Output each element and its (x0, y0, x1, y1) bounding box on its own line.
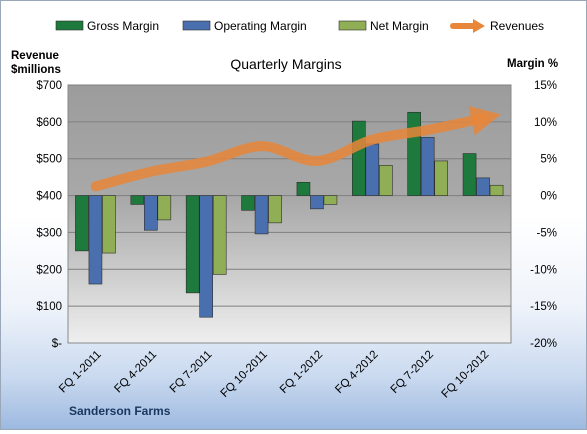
x-tick-label: FQ 1-2011 (57, 349, 104, 396)
bar-gross-margin (75, 195, 89, 252)
left-tick-label: $- (52, 338, 62, 350)
right-axis-title: Margin % (507, 58, 558, 70)
legend-swatch (182, 20, 211, 31)
right-tick-label: 15% (534, 80, 557, 92)
bar-net-margin (268, 195, 282, 224)
right-tick-label: 10% (534, 117, 557, 129)
source-label: Sanderson Farms (69, 404, 171, 418)
x-tick-label: FQ 10-2011 (219, 349, 270, 400)
revenues-line (90, 106, 501, 192)
legend-swatch (55, 20, 84, 31)
bar-operating-margin (365, 143, 380, 196)
right-tick-label: -5% (537, 227, 557, 239)
left-tick-label: $200 (36, 264, 62, 276)
x-tick-label: FQ 7-2011 (168, 349, 215, 396)
bar-operating-margin (254, 195, 269, 235)
left-tick-label: $300 (36, 227, 62, 239)
bar-gross-margin (185, 195, 200, 294)
left-tick-label: $400 (36, 191, 62, 203)
left-axis-title-line2: $millions (11, 64, 61, 76)
bar-net-margin (489, 184, 504, 196)
bar-gross-margin (130, 195, 145, 205)
bar-gross-margin (296, 182, 311, 196)
legend-arrow-icon (473, 19, 485, 33)
legend-label: Net Margin (370, 19, 429, 33)
bar-operating-margin (476, 177, 490, 196)
bar-group (75, 111, 504, 318)
right-axis-ticks: -20% -15% -10% -5% 0% 5% 10% 15% (530, 80, 557, 350)
bar-gross-margin (407, 111, 421, 196)
legend-label: Gross Margin (87, 19, 159, 33)
left-axis-title-line1: Revenue (11, 50, 59, 62)
x-tick-label: FQ 1-2012 (278, 349, 325, 396)
bar-net-margin (379, 165, 393, 196)
bar-operating-margin (88, 195, 103, 285)
x-axis-ticks: FQ 1-2011 FQ 4-2011 FQ 7-2011 FQ 10-2011 FQ … (57, 349, 491, 401)
left-tick-label: $500 (36, 154, 62, 166)
bar-net-margin (157, 195, 172, 221)
right-tick-label: 0% (540, 191, 557, 203)
bar-operating-margin (199, 195, 213, 318)
bar-operating-margin (144, 195, 158, 231)
bar-operating-margin (310, 195, 324, 210)
legend-label: Operating Margin (214, 19, 307, 33)
x-tick-label: FQ 4-2011 (112, 349, 159, 396)
bar-gross-margin (241, 195, 255, 211)
right-tick-label: -10% (530, 264, 557, 276)
left-axis-ticks: $- $100 $200 $300 $400 $500 $600 $700 (36, 80, 62, 350)
x-tick-label: FQ 10-2012 (440, 349, 492, 401)
left-tick-label: $600 (36, 117, 62, 129)
right-tick-label: -20% (530, 338, 557, 350)
bar-net-margin (102, 195, 116, 254)
bar-operating-margin (420, 137, 435, 196)
bar-net-margin (212, 195, 227, 275)
bar-net-margin (323, 195, 338, 205)
right-tick-label: 5% (540, 154, 557, 166)
left-tick-label: $700 (36, 80, 62, 92)
right-tick-label: -15% (530, 301, 557, 313)
left-tick-label: $100 (36, 301, 62, 313)
legend-label: Revenues (490, 19, 544, 33)
bar-gross-margin (352, 120, 366, 196)
chart-title: Quarterly Margins (230, 56, 341, 72)
bar-gross-margin (462, 153, 477, 196)
x-tick-label: FQ 7-2012 (389, 349, 436, 396)
legend: Gross Margin Operating Margin Net Margin Re… (55, 19, 544, 33)
legend-swatch (338, 20, 367, 31)
bar-net-margin (434, 160, 448, 196)
x-tick-label: FQ 4-2012 (333, 349, 380, 396)
